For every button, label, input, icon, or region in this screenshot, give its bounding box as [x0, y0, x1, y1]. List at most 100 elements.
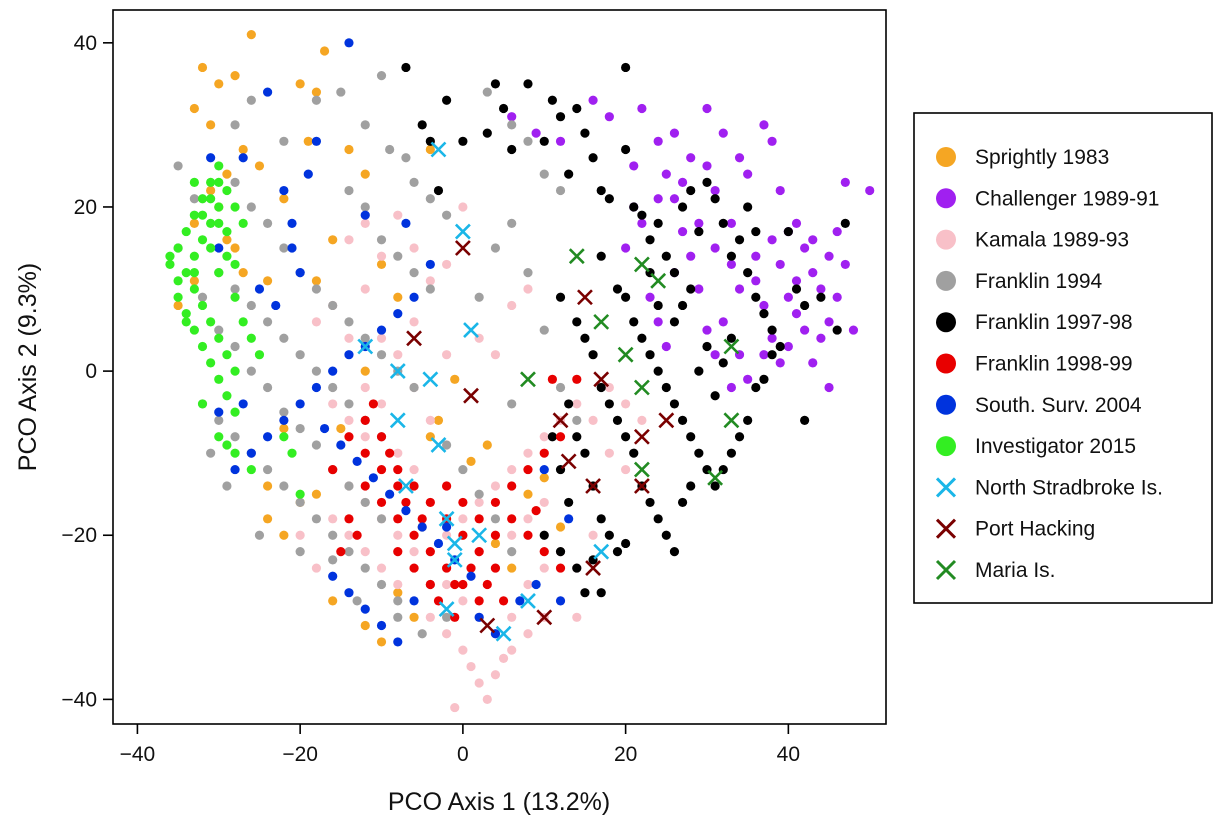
data-point — [409, 177, 419, 187]
data-point — [824, 251, 834, 261]
data-point — [238, 153, 248, 163]
data-point — [417, 120, 427, 130]
data-point — [360, 497, 370, 508]
data-point-cross — [463, 322, 479, 338]
data-point — [230, 259, 240, 270]
data-point-cross — [389, 412, 406, 429]
data-point — [653, 514, 663, 524]
data-point — [328, 514, 338, 524]
data-point-cross — [430, 437, 447, 453]
data-point — [409, 292, 419, 302]
data-point — [564, 399, 574, 409]
data-point — [653, 218, 663, 228]
data-point — [222, 185, 232, 196]
data-point — [588, 95, 598, 105]
data-point — [531, 506, 541, 516]
data-point — [840, 177, 850, 187]
legend: Sprightly 1983 Challenger 1989-91 Kamala 1… — [913, 112, 1213, 604]
data-point — [214, 325, 224, 335]
data-point — [759, 374, 769, 384]
data-point — [572, 415, 582, 425]
data-point — [376, 637, 387, 647]
data-point-cross — [617, 346, 634, 363]
data-point — [515, 596, 525, 606]
y-tick-label: 20 — [74, 196, 97, 219]
data-point — [588, 530, 598, 540]
data-point — [482, 128, 492, 138]
data-point — [702, 325, 712, 335]
data-point — [629, 448, 639, 458]
data-point — [507, 563, 517, 573]
data-point — [523, 136, 533, 146]
data-point — [751, 382, 761, 393]
data-point — [677, 415, 688, 425]
data-point — [751, 276, 761, 286]
data-point — [344, 514, 354, 524]
data-point — [596, 185, 606, 196]
data-point — [547, 95, 557, 105]
data-point — [425, 547, 435, 557]
data-point — [555, 185, 566, 196]
y-axis: −40 −20 0 20 40 — [61, 32, 113, 711]
data-point — [214, 415, 224, 425]
data-point — [490, 350, 501, 360]
legend-marker-dot — [936, 270, 956, 291]
data-point — [458, 596, 468, 606]
data-point — [376, 259, 387, 270]
plot-frame — [112, 9, 887, 725]
data-point — [344, 547, 354, 557]
data-point — [222, 251, 232, 261]
data-point — [206, 177, 216, 187]
data-point — [311, 317, 322, 327]
data-point — [246, 30, 256, 40]
data-point — [214, 218, 224, 228]
data-point — [376, 350, 387, 360]
data-point — [775, 341, 785, 352]
legend-label: Challenger 1989-91 — [975, 187, 1159, 210]
data-point — [433, 185, 444, 196]
legend-marker-dot — [936, 353, 956, 374]
data-point — [555, 382, 566, 393]
data-point — [523, 530, 533, 540]
data-point — [344, 38, 354, 48]
data-point — [661, 382, 671, 393]
data-point — [189, 284, 199, 294]
data-point — [181, 309, 191, 319]
data-point — [442, 579, 452, 590]
data-point — [507, 530, 517, 540]
data-point — [352, 596, 362, 606]
data-point — [197, 194, 208, 204]
data-point — [507, 464, 517, 475]
data-point — [295, 79, 305, 89]
data-point — [759, 309, 769, 319]
data-point — [409, 612, 419, 622]
data-point — [246, 464, 256, 475]
data-point — [393, 514, 403, 524]
data-point — [743, 268, 753, 278]
data-point — [409, 382, 419, 393]
data-point — [507, 300, 517, 311]
data-point — [360, 604, 370, 614]
data-point — [246, 448, 256, 458]
data-point — [694, 284, 704, 294]
data-point — [279, 243, 289, 253]
data-point — [490, 670, 501, 680]
x-tick-label: 0 — [457, 743, 469, 766]
data-point — [344, 144, 354, 155]
data-point — [401, 218, 411, 228]
data-point — [433, 415, 444, 425]
data-point — [726, 251, 737, 261]
data-point — [791, 218, 802, 228]
data-point — [596, 514, 606, 524]
data-point — [206, 153, 216, 163]
data-point — [352, 456, 362, 466]
data-point — [230, 284, 240, 294]
data-point — [344, 317, 354, 327]
data-point — [230, 464, 240, 475]
data-point — [368, 399, 378, 409]
data-point — [686, 481, 696, 491]
data-point — [539, 448, 549, 458]
data-point — [344, 350, 354, 360]
data-point — [360, 481, 370, 491]
